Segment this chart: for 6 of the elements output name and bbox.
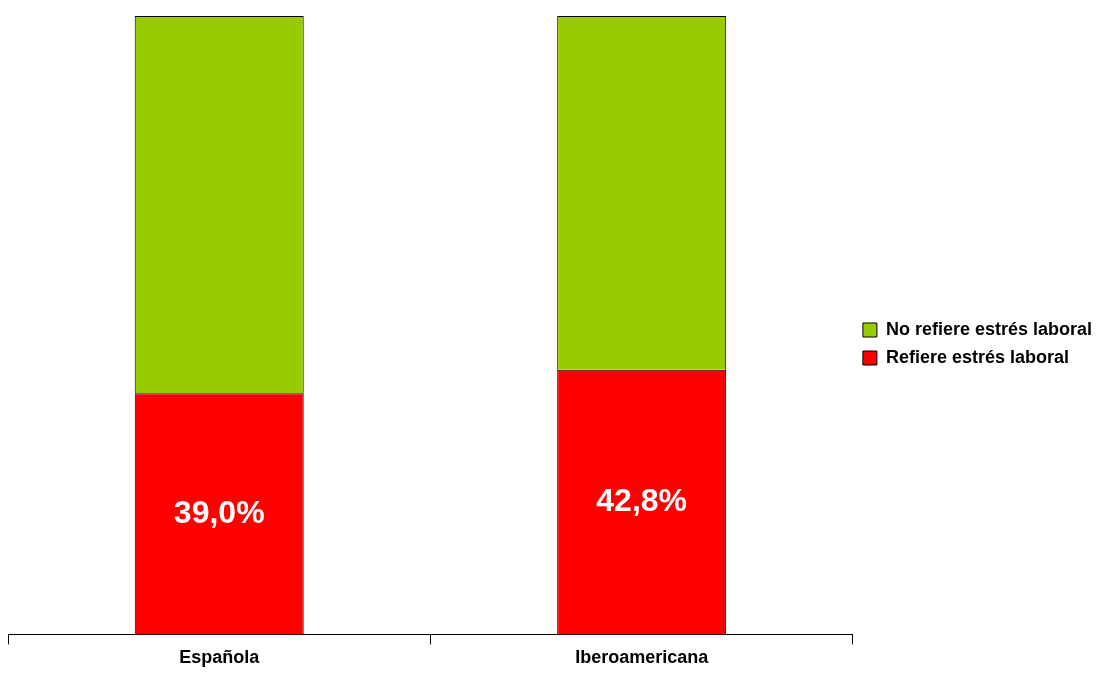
legend-label: Refiere estrés laboral [885,346,1069,367]
legend-label: No refiere estrés laboral [885,318,1093,339]
data-label: 39,0% [173,493,265,530]
x-tick-label: Española [179,647,261,668]
x-tick-label: Iberoamericana [575,647,710,668]
data-label: 42,8% [596,481,688,518]
